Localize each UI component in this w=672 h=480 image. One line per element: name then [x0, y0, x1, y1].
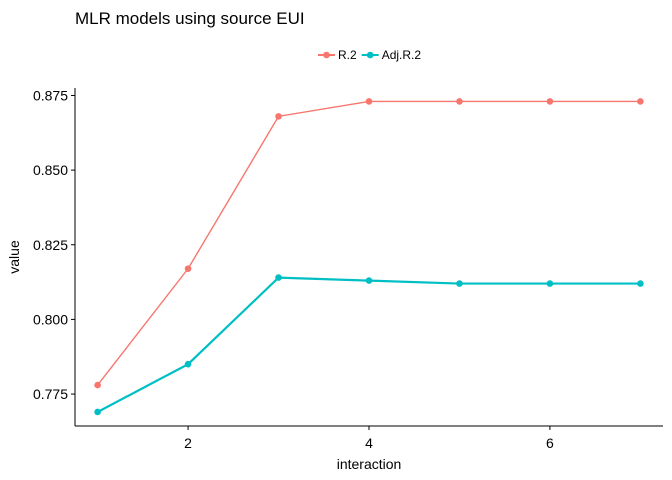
series-adj-r-2 — [94, 274, 644, 416]
legend-label: Adj.R.2 — [382, 48, 422, 62]
data-point — [94, 381, 101, 389]
legend-marker — [366, 51, 374, 59]
legend-item: R.2 — [318, 48, 357, 62]
legend-label: R.2 — [338, 48, 357, 62]
data-point — [456, 280, 463, 287]
legend-item: Adj.R.2 — [361, 48, 422, 62]
data-point — [184, 360, 192, 368]
data-point — [637, 98, 644, 105]
data-point — [94, 408, 101, 416]
y-tick-label: 0.825 — [33, 237, 68, 253]
series-layer — [94, 98, 644, 416]
data-point — [275, 274, 282, 281]
y-tick-label: 0.875 — [33, 87, 68, 103]
y-axis-title: value — [6, 240, 22, 274]
data-point — [546, 280, 554, 287]
x-tick-label: 2 — [184, 435, 192, 451]
data-point — [365, 98, 373, 105]
series-r-2 — [94, 98, 644, 389]
y-tick-label: 0.775 — [33, 386, 68, 402]
data-point — [365, 277, 373, 284]
y-tick-label: 0.800 — [33, 311, 68, 327]
x-tick-label: 6 — [546, 435, 554, 451]
y-axis-ticks: 0.775 0.800 0.825 0.850 0.875 — [33, 87, 75, 402]
data-point — [456, 98, 463, 105]
plot-area: 0.775 0.800 0.825 0.850 0.875 2 4 6 — [33, 87, 663, 451]
x-axis-ticks: 2 4 6 — [184, 426, 554, 451]
chart-title: MLR models using source EUI — [75, 9, 305, 28]
data-point — [546, 98, 554, 105]
data-point — [637, 280, 644, 287]
legend: R.2 Adj.R.2 — [318, 48, 421, 62]
x-tick-label: 4 — [365, 435, 373, 451]
data-point — [184, 265, 192, 272]
x-axis-title: interaction — [337, 456, 402, 472]
data-point — [275, 113, 282, 120]
y-tick-label: 0.850 — [33, 162, 68, 178]
series-line — [97, 276, 641, 413]
legend-marker — [323, 51, 330, 59]
series-line — [97, 100, 641, 386]
